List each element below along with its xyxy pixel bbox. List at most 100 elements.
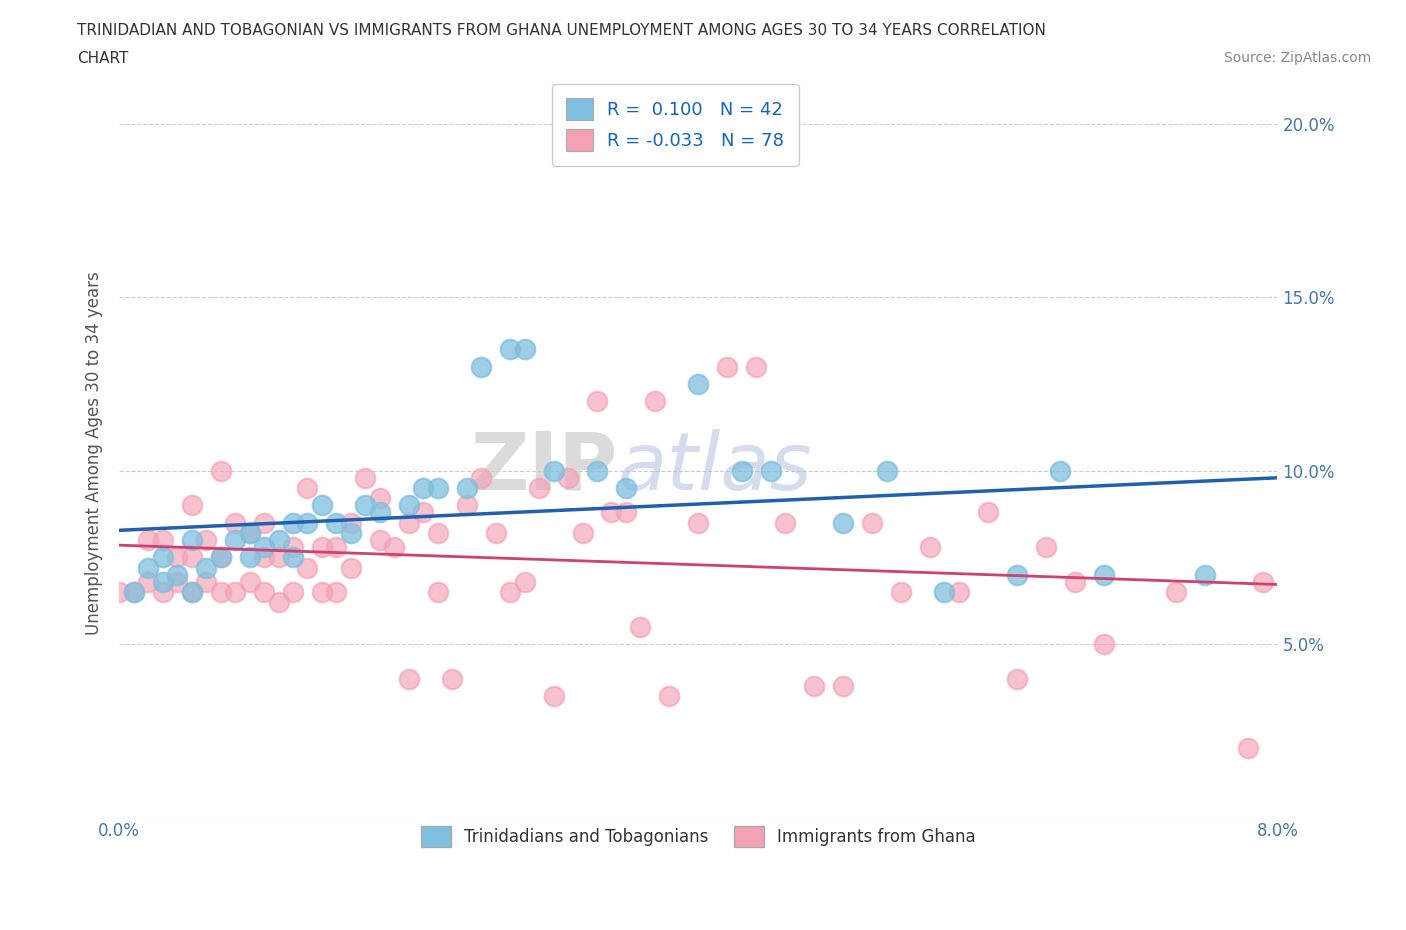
Point (209, 550, 232, 565)
Point (1164, 585, 1187, 600)
Point (398, 515, 420, 530)
Point (977, 505, 1000, 520)
Point (731, 463, 754, 478)
Point (297, 561, 319, 576)
Point (136, 574, 159, 589)
Point (1237, 740, 1260, 755)
Point (773, 515, 796, 530)
Point (412, 481, 434, 496)
Y-axis label: Unemployment Among Ages 30 to 34 years: Unemployment Among Ages 30 to 34 years (86, 272, 103, 635)
Point (759, 463, 782, 478)
Point (934, 585, 956, 600)
Point (571, 525, 593, 540)
Point (688, 377, 710, 392)
Point (614, 481, 637, 496)
Point (209, 585, 232, 600)
Point (224, 515, 246, 530)
Point (644, 394, 666, 409)
Point (485, 525, 508, 540)
Point (281, 585, 304, 600)
Point (311, 539, 333, 554)
Point (297, 481, 319, 496)
Point (311, 585, 333, 600)
Point (253, 515, 276, 530)
Point (716, 359, 738, 374)
Text: ZIP: ZIP (470, 429, 617, 507)
Point (152, 533, 174, 548)
Point (195, 561, 218, 576)
Text: Source: ZipAtlas.com: Source: ZipAtlas.com (1223, 51, 1371, 65)
Point (513, 574, 536, 589)
Point (1063, 574, 1085, 589)
Point (382, 539, 405, 554)
Point (426, 525, 449, 540)
Point (1049, 463, 1071, 478)
Point (180, 498, 202, 512)
Point (354, 471, 377, 485)
Point (426, 481, 449, 496)
Point (166, 567, 188, 582)
Point (325, 515, 347, 530)
Point (470, 359, 492, 374)
Point (136, 533, 159, 548)
Point (368, 533, 391, 548)
Point (340, 561, 363, 576)
Point (527, 481, 550, 496)
Point (180, 533, 202, 548)
Point (557, 471, 579, 485)
Point (918, 539, 941, 554)
Point (152, 574, 174, 589)
Point (180, 550, 202, 565)
Point (108, 585, 131, 600)
Text: atlas: atlas (617, 429, 813, 507)
Point (180, 585, 202, 600)
Point (441, 671, 464, 686)
Point (803, 678, 825, 693)
Text: CHART: CHART (77, 51, 129, 66)
Point (456, 481, 478, 496)
Text: TRINIDADIAN AND TOBAGONIAN VS IMMIGRANTS FROM GHANA UNEMPLOYMENT AMONG AGES 30 T: TRINIDADIAN AND TOBAGONIAN VS IMMIGRANTS… (77, 23, 1046, 38)
Point (122, 585, 145, 600)
Point (614, 505, 637, 520)
Point (860, 515, 883, 530)
Point (832, 515, 855, 530)
Point (368, 491, 391, 506)
Point (267, 533, 290, 548)
Point (470, 471, 492, 485)
Point (238, 550, 260, 565)
Point (238, 525, 260, 540)
Point (1005, 567, 1028, 582)
Point (586, 394, 609, 409)
Point (354, 498, 377, 512)
Point (1005, 671, 1028, 686)
Point (267, 550, 290, 565)
Point (412, 505, 434, 520)
Point (238, 525, 260, 540)
Point (224, 585, 246, 600)
Point (180, 585, 202, 600)
Point (876, 463, 898, 478)
Point (890, 585, 912, 600)
Point (195, 533, 218, 548)
Legend: Trinidadians and Tobagonians, Immigrants from Ghana: Trinidadians and Tobagonians, Immigrants… (408, 813, 988, 860)
Point (658, 688, 681, 703)
Point (325, 585, 347, 600)
Point (224, 533, 246, 548)
Point (281, 550, 304, 565)
Point (152, 585, 174, 600)
Point (499, 342, 522, 357)
Point (281, 539, 304, 554)
Point (209, 550, 232, 565)
Point (152, 550, 174, 565)
Point (398, 671, 420, 686)
Point (253, 539, 276, 554)
Point (340, 525, 363, 540)
Point (628, 619, 651, 634)
Point (948, 585, 970, 600)
Point (166, 550, 188, 565)
Point (586, 463, 609, 478)
Point (368, 505, 391, 520)
Point (340, 515, 363, 530)
Point (600, 505, 623, 520)
Point (136, 561, 159, 576)
